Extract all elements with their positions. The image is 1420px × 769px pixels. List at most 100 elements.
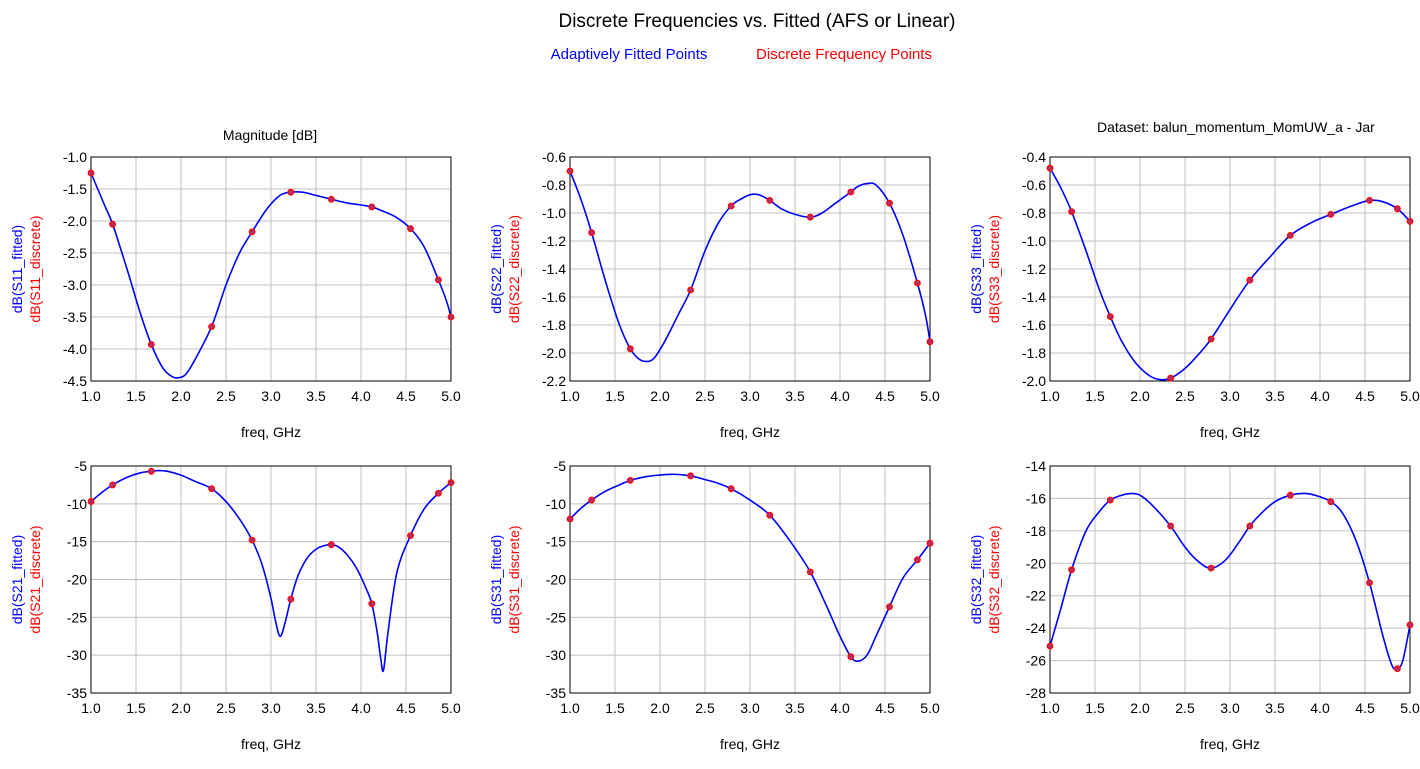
x-tick-label: 3.0	[1220, 388, 1240, 404]
discrete-point	[1167, 374, 1174, 382]
x-tick-label: 5.0	[441, 700, 461, 716]
subplot-1: 1.0 1.5 2.0 2.5 3.0 3.5 4.0 4.5 5.0 -1.0 -1.5 -2.0 -…	[9, 149, 461, 440]
x-tick-label: 1.0	[1040, 388, 1060, 404]
fitted-series-line	[569, 473, 931, 663]
x-tick-label: 2.0	[650, 700, 670, 716]
discrete-point	[208, 485, 216, 493]
x-tick-label: 2.0	[650, 388, 670, 404]
dataset-note: Dataset: balun_momentum_MomUW_a - Jar	[1097, 119, 1375, 135]
discrete-point	[1393, 665, 1401, 673]
discrete-point	[847, 653, 855, 661]
y-tick-label: -10	[546, 496, 566, 512]
y-tick-label: -2.0	[542, 345, 566, 361]
discrete-point	[1327, 498, 1335, 506]
discrete-point	[626, 476, 634, 484]
y-tick-label: -0.8	[1022, 205, 1046, 221]
y-axis-label-discrete: dB(S33_discrete)	[986, 215, 1002, 323]
x-tick-label: 4.5	[875, 388, 895, 404]
discrete-point	[208, 323, 216, 331]
discrete-point	[1046, 642, 1054, 650]
discrete-point	[87, 498, 95, 505]
x-tick-label: 1.0	[560, 388, 580, 404]
y-tick-label: -0.8	[542, 177, 566, 193]
discrete-point	[435, 489, 442, 497]
subplot-2: 1.0 1.5 2.0 2.5 3.0 3.5 4.0 4.5 5.0 -0.6 -0.8 -1.0 -…	[488, 149, 940, 440]
x-tick-label: 3.0	[740, 388, 760, 404]
legend-fitted: Adaptively Fitted Points	[551, 46, 708, 63]
x-tick-label: 2.5	[1175, 388, 1195, 404]
y-tick-label: -16	[1026, 490, 1046, 506]
x-tick-label: 2.0	[1130, 700, 1150, 716]
discrete-point	[886, 199, 893, 207]
y-tick-label: -4.5	[63, 373, 87, 389]
legend-discrete: Discrete Frequency Points	[756, 46, 932, 63]
y-axis-label-fitted: dB(S31_fitted)	[488, 535, 504, 625]
x-tick-label: 5.0	[1400, 700, 1420, 716]
y-tick-label: -0.6	[1022, 177, 1046, 193]
discrete-point	[766, 196, 774, 204]
discrete-point	[727, 485, 735, 493]
discrete-point	[1246, 522, 1254, 530]
y-axis-label-fitted: dB(S32_fitted)	[968, 535, 984, 625]
discrete-point	[109, 481, 116, 489]
y-axis-label-discrete: dB(S21_discrete)	[27, 525, 43, 633]
y-tick-label: -2.5	[63, 245, 87, 261]
y-tick-label: -3.0	[63, 277, 87, 293]
y-tick-label: -20	[67, 572, 87, 588]
discrete-point	[1406, 217, 1414, 225]
x-tick-label: 2.0	[1130, 388, 1150, 404]
discrete-point	[87, 169, 95, 177]
discrete-point	[886, 603, 893, 611]
x-tick-label: 1.5	[1085, 388, 1105, 404]
x-tick-label: 3.0	[740, 700, 760, 716]
x-tick-label: 3.0	[1220, 700, 1240, 716]
discrete-point	[447, 479, 455, 487]
y-tick-label: -18	[1026, 523, 1046, 539]
y-tick-label: -15	[546, 534, 566, 550]
discrete-point	[588, 229, 595, 237]
subplot-4: 1.0 1.5 2.0 2.5 3.0 3.5 4.0 4.5 5.0 -5 -10 -15 -20 -2…	[9, 458, 461, 752]
x-tick-label: 2.5	[695, 700, 715, 716]
discrete-point	[287, 595, 295, 603]
x-tick-label: 1.5	[605, 700, 625, 716]
discrete-point	[368, 600, 376, 608]
discrete-point	[1207, 335, 1215, 343]
discrete-point	[1068, 208, 1075, 216]
discrete-point	[914, 556, 921, 564]
discrete-point	[926, 539, 934, 547]
discrete-point	[687, 472, 694, 480]
y-tick-label: -1.2	[542, 233, 566, 249]
x-tick-label: 3.5	[785, 388, 805, 404]
discrete-point	[248, 228, 256, 236]
x-tick-label: 5.0	[1400, 388, 1420, 404]
x-tick-label: 1.0	[560, 700, 580, 716]
discrete-point	[1246, 276, 1254, 284]
y-tick-label: -1.5	[63, 181, 87, 197]
discrete-point	[1286, 491, 1294, 499]
x-tick-label: 1.5	[126, 388, 146, 404]
plot-grid: 1.0 1.5 2.0 2.5 3.0 3.5 4.0 4.5 5.0 -1.0 -1.5 -2.0 -…	[9, 149, 1420, 752]
x-tick-label: 4.5	[396, 388, 416, 404]
magnitude-note: Magnitude [dB]	[223, 127, 317, 143]
x-tick-label: 1.0	[81, 388, 101, 404]
discrete-point	[1327, 210, 1335, 218]
x-tick-label: 1.5	[126, 700, 146, 716]
discrete-point	[147, 341, 155, 348]
y-tick-label: -20	[1026, 555, 1046, 571]
y-tick-label: -1.0	[63, 149, 87, 165]
discrete-point	[926, 338, 934, 346]
y-tick-label: -2.0	[63, 213, 87, 229]
x-axis-label: freq, GHz	[241, 736, 301, 752]
discrete-point	[1207, 564, 1215, 572]
x-tick-label: 4.0	[1310, 388, 1330, 404]
y-axis-label-discrete: dB(S22_discrete)	[506, 215, 522, 323]
y-tick-label: -20	[546, 572, 566, 588]
subplot-3: 1.0 1.5 2.0 2.5 3.0 3.5 4.0 4.5 5.0 -0.4 -0.6 -0.8 -…	[968, 149, 1420, 440]
discrete-point	[447, 313, 455, 321]
plot-frame	[90, 465, 452, 694]
x-tick-label: 3.5	[1265, 700, 1285, 716]
x-tick-label: 3.5	[306, 388, 326, 404]
fitted-series-line	[569, 170, 931, 363]
discrete-point	[147, 467, 155, 475]
